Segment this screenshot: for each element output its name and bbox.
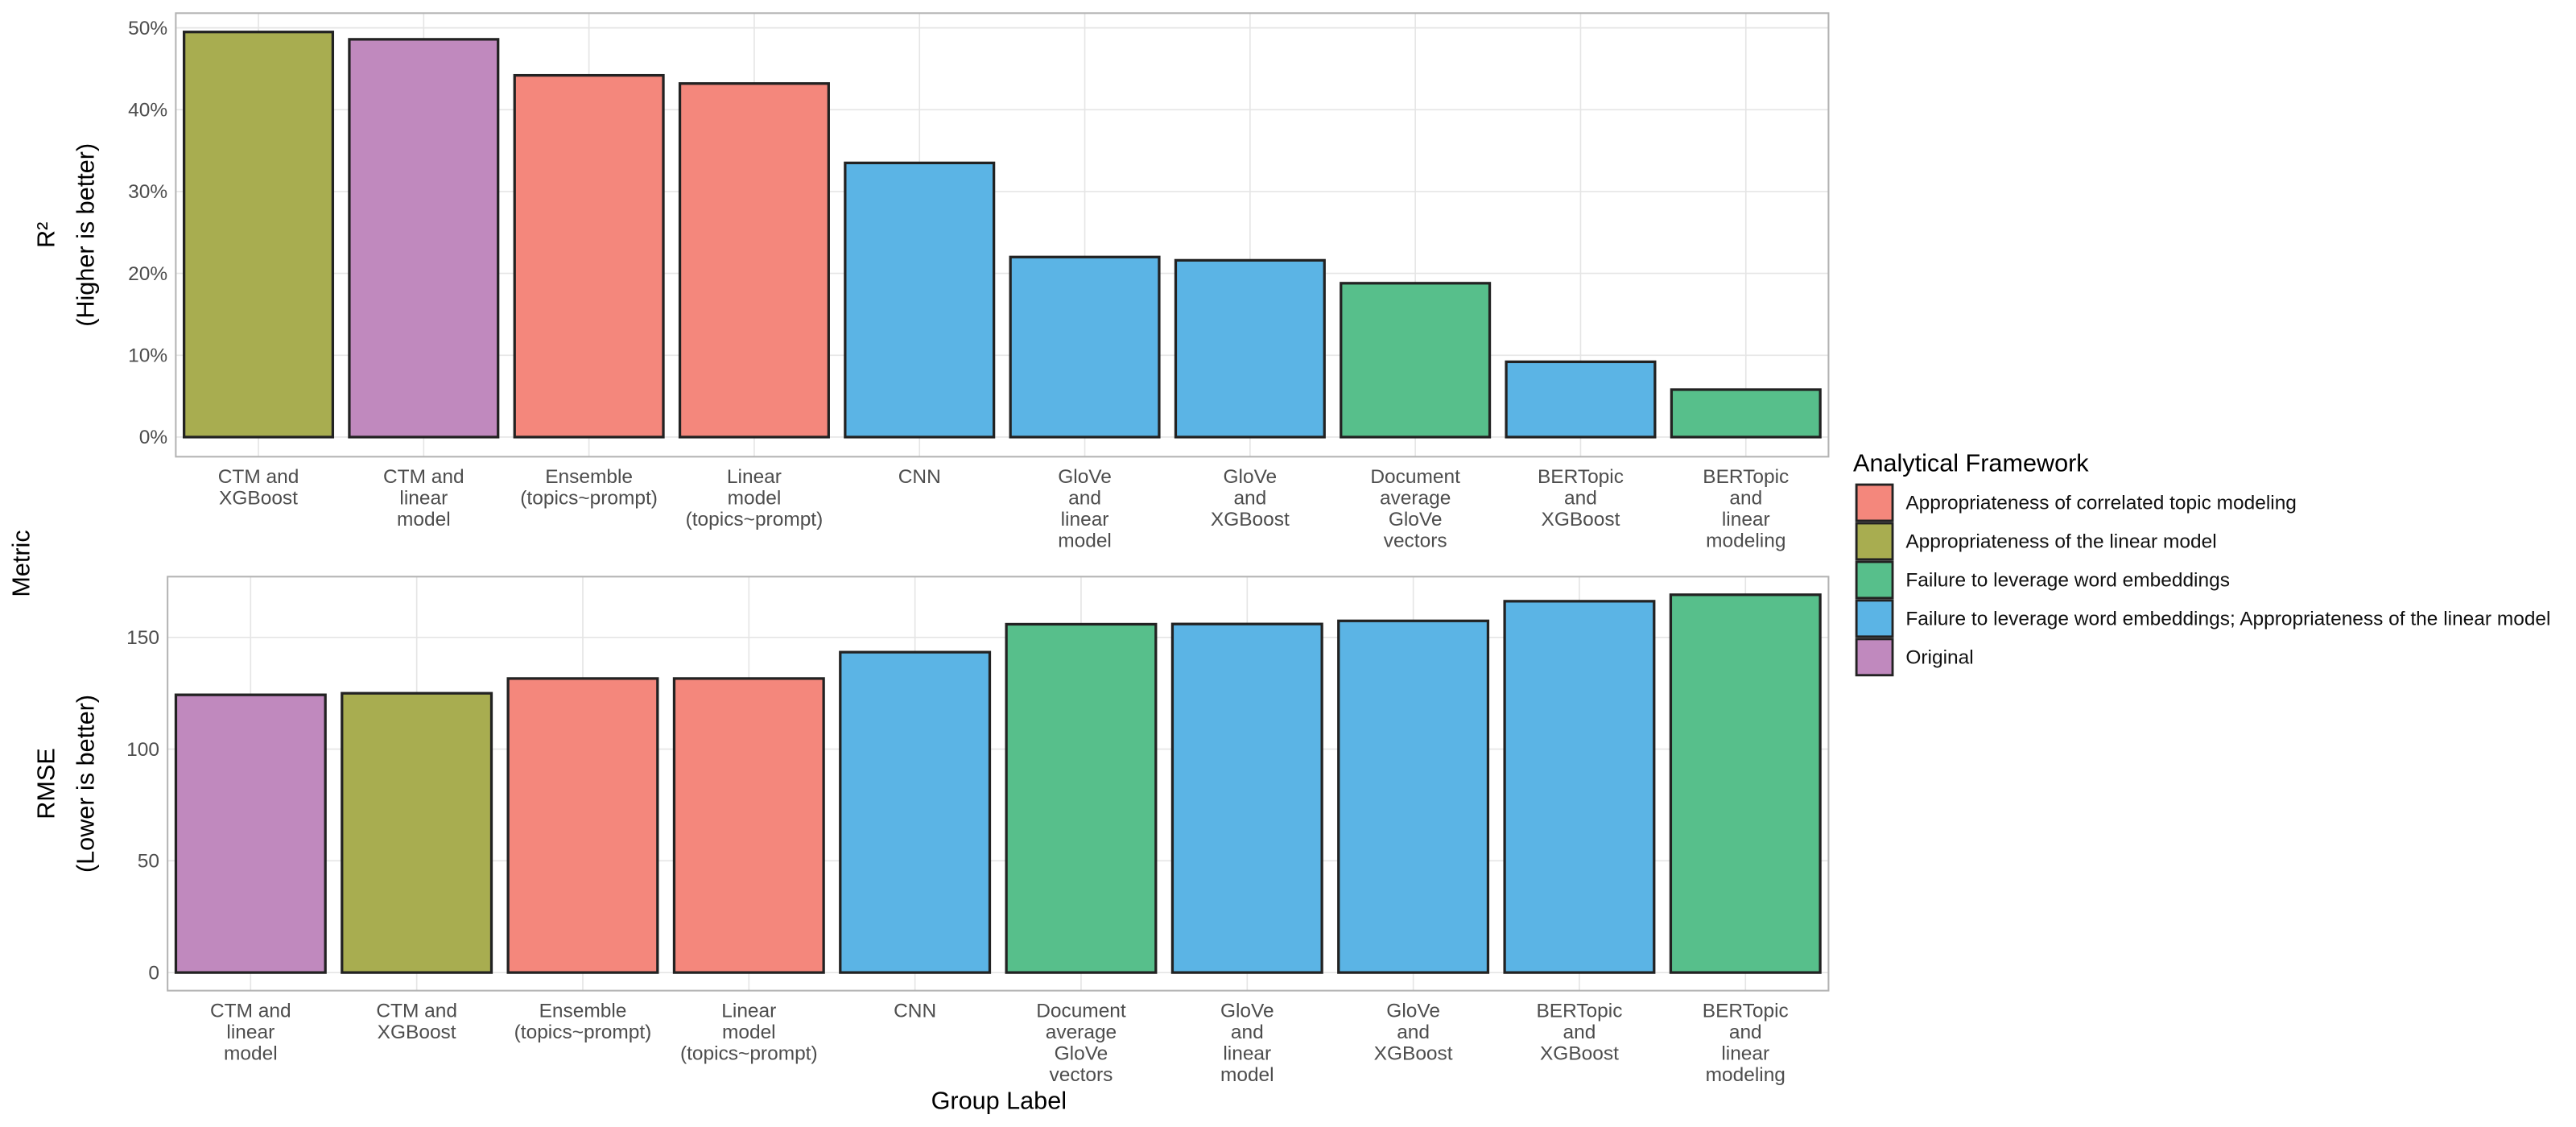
x-tick-label: Ensemble (topics~prompt) bbox=[520, 466, 658, 510]
x-tick-label: Document average GloVe vectors bbox=[1036, 1000, 1126, 1086]
panel-border bbox=[175, 12, 1830, 458]
x-tick-label: Document average GloVe vectors bbox=[1370, 466, 1460, 552]
bar bbox=[1505, 360, 1657, 439]
bar bbox=[1503, 600, 1656, 974]
bar bbox=[348, 38, 500, 439]
x-tick-label: Linear model (topics~prompt) bbox=[686, 466, 824, 530]
legend-label: Failure to leverage word embeddings; App… bbox=[1905, 609, 2550, 630]
legend-label: Failure to leverage word embeddings bbox=[1905, 570, 2230, 592]
x-tick-label: CTM and XGBoost bbox=[218, 466, 299, 510]
x-tick-label: BERTopic and linear modeling bbox=[1703, 1000, 1789, 1086]
x-tick-label: Linear model (topics~prompt) bbox=[680, 1000, 818, 1064]
bar bbox=[341, 691, 493, 974]
bar bbox=[174, 693, 327, 974]
x-tick-label: BERTopic and linear modeling bbox=[1703, 466, 1789, 552]
legend-key bbox=[1855, 560, 1894, 600]
bar bbox=[1669, 593, 1822, 974]
y-tick-label: 0% bbox=[139, 427, 167, 448]
y-tick-label: 50% bbox=[128, 18, 167, 39]
bar bbox=[1670, 388, 1822, 439]
panel-border bbox=[167, 576, 1830, 992]
legend-label: Original bbox=[1905, 646, 1973, 668]
x-tick-label: BERTopic and XGBoost bbox=[1536, 1000, 1622, 1064]
bar bbox=[1170, 622, 1323, 974]
bar bbox=[1340, 282, 1492, 439]
x-tick-label: CTM and linear model bbox=[383, 466, 464, 530]
y-tick-label: 0 bbox=[148, 962, 159, 984]
y-axis-label: R² (Higher is better) bbox=[32, 143, 99, 327]
bar bbox=[1174, 258, 1326, 439]
x-axis-title: Group Label bbox=[931, 1088, 1067, 1115]
x-tick-label: BERTopic and XGBoost bbox=[1538, 466, 1624, 530]
x-tick-label: GloVe and XGBoost bbox=[1374, 1000, 1453, 1064]
legend-key bbox=[1855, 638, 1894, 677]
bar bbox=[1005, 622, 1158, 974]
y-tick-label: 150 bbox=[126, 627, 159, 649]
bar bbox=[844, 161, 996, 439]
x-tick-label: Ensemble (topics~prompt) bbox=[514, 1000, 652, 1043]
y-tick-label: 100 bbox=[126, 739, 159, 761]
bar bbox=[513, 73, 665, 439]
bar bbox=[1337, 619, 1490, 974]
y-tick-label: 30% bbox=[128, 181, 167, 203]
bar bbox=[672, 677, 825, 974]
legend-title: Analytical Framework bbox=[1853, 450, 2089, 477]
bar bbox=[839, 650, 992, 974]
y-tick-label: 20% bbox=[128, 263, 167, 285]
bar bbox=[678, 82, 830, 439]
x-tick-label: CTM and linear model bbox=[210, 1000, 291, 1064]
y-tick-label: 40% bbox=[128, 99, 167, 121]
legend-key bbox=[1855, 522, 1894, 561]
bar bbox=[506, 677, 659, 974]
legend-label: Appropriateness of correlated topic mode… bbox=[1905, 493, 2297, 514]
bar bbox=[1009, 255, 1161, 439]
x-tick-label: GloVe and linear model bbox=[1220, 1000, 1274, 1086]
legend-key bbox=[1855, 599, 1894, 638]
legend-key bbox=[1855, 483, 1894, 522]
legend-label: Appropriateness of the linear model bbox=[1905, 531, 2216, 553]
y-tick-label: 50 bbox=[138, 851, 159, 873]
x-tick-label: GloVe and linear model bbox=[1058, 466, 1112, 552]
x-tick-label: CNN bbox=[894, 1000, 936, 1022]
bar bbox=[182, 31, 335, 439]
x-tick-label: CNN bbox=[898, 466, 941, 488]
y-axis-title: Metric bbox=[8, 530, 35, 597]
y-tick-label: 10% bbox=[128, 345, 167, 366]
x-tick-label: GloVe and XGBoost bbox=[1211, 466, 1290, 530]
x-tick-label: CTM and XGBoost bbox=[376, 1000, 457, 1043]
y-axis-label: RMSE (Lower is better) bbox=[32, 695, 99, 873]
